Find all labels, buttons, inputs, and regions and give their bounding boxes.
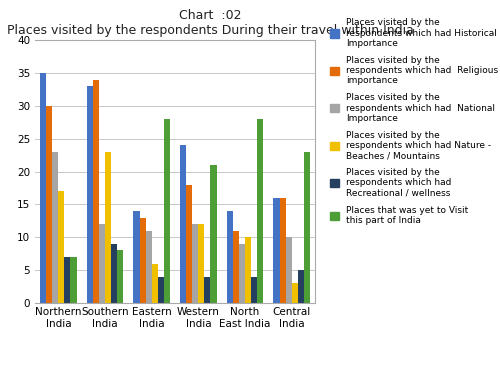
Bar xyxy=(58,191,64,303)
Bar xyxy=(274,198,280,303)
Bar xyxy=(164,119,170,303)
Bar xyxy=(180,145,186,303)
Bar xyxy=(245,237,251,303)
Bar xyxy=(239,244,245,303)
Bar xyxy=(117,250,123,303)
Bar xyxy=(134,211,140,303)
Bar xyxy=(304,152,310,303)
Bar xyxy=(292,283,298,303)
Legend: Places visited by the
respondents which had Historical
Importance, Places visite: Places visited by the respondents which … xyxy=(327,15,500,228)
Bar xyxy=(233,231,239,303)
Bar xyxy=(198,224,204,303)
Bar xyxy=(192,224,198,303)
Bar xyxy=(46,106,52,303)
Bar xyxy=(52,152,59,303)
Bar xyxy=(105,152,111,303)
Bar xyxy=(286,237,292,303)
Bar xyxy=(152,264,158,303)
Bar xyxy=(280,198,285,303)
Bar xyxy=(87,86,93,303)
Bar xyxy=(70,257,76,303)
Bar xyxy=(210,165,216,303)
Bar xyxy=(140,218,145,303)
Bar xyxy=(40,73,46,303)
Bar xyxy=(111,244,117,303)
Bar xyxy=(99,224,105,303)
Bar xyxy=(298,270,304,303)
Bar xyxy=(186,185,192,303)
Bar xyxy=(146,231,152,303)
Bar xyxy=(257,119,263,303)
Text: Chart  :02: Chart :02 xyxy=(179,9,241,22)
Bar xyxy=(251,277,257,303)
Bar xyxy=(204,277,210,303)
Bar xyxy=(227,211,233,303)
Bar xyxy=(93,80,99,303)
Bar xyxy=(64,257,70,303)
Text: Places visited by the respondents During their travel within India: Places visited by the respondents During… xyxy=(6,24,414,37)
Bar xyxy=(158,277,164,303)
